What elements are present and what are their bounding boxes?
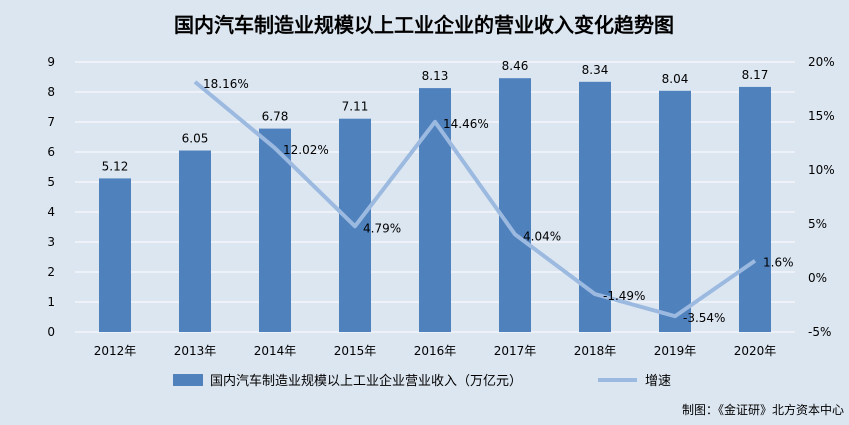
growth-value-label: -1.49% bbox=[603, 289, 645, 303]
left-tick-label: 7 bbox=[47, 115, 55, 129]
x-axis-ticks: 2012年 2013年 2014年 2015年 2016年 2017年 2018年 2019年… bbox=[94, 344, 777, 358]
growth-data-labels: 18.16% 12.02% 4.79% 14.46% 4.04% -1.49% -3.54%… bbox=[203, 77, 794, 325]
bar-value-label: 8.04 bbox=[662, 72, 689, 86]
left-tick-label: 4 bbox=[47, 205, 55, 219]
left-tick-label: 6 bbox=[47, 145, 55, 159]
source-note: 制图：《金证研》北方资本中心 bbox=[682, 402, 844, 417]
growth-value-label: 18.16% bbox=[203, 77, 249, 91]
bar bbox=[579, 81, 611, 332]
bar-value-label: 8.34 bbox=[582, 63, 609, 77]
chart-title: 国内汽车制造业规模以上工业企业的营业收入变化趋势图 bbox=[174, 13, 674, 37]
right-tick-label: -5% bbox=[808, 325, 831, 339]
bar-value-label: 6.78 bbox=[262, 110, 289, 124]
bar-value-label: 6.05 bbox=[182, 132, 209, 146]
bar-data-labels: 5.12 6.05 6.78 7.11 8.13 8.46 8.34 8.04 8.17 bbox=[102, 59, 769, 173]
growth-value-label: 4.04% bbox=[523, 229, 561, 243]
bar bbox=[179, 150, 211, 332]
bar-value-label: 8.46 bbox=[502, 59, 529, 73]
growth-value-label: 1.6% bbox=[763, 256, 794, 270]
bar-value-label: 8.17 bbox=[742, 68, 769, 82]
legend-bar-label: 国内汽车制造业规模以上工业企业营业收入（万亿元） bbox=[210, 373, 522, 389]
left-tick-label: 8 bbox=[47, 85, 55, 99]
bar-value-label: 5.12 bbox=[102, 159, 129, 173]
right-tick-label: 20% bbox=[808, 55, 835, 69]
right-tick-label: 10% bbox=[808, 163, 835, 177]
legend: 国内汽车制造业规模以上工业企业营业收入（万亿元） 增速 bbox=[173, 373, 671, 389]
bar bbox=[499, 78, 531, 332]
x-tick-label: 2015年 bbox=[334, 344, 377, 358]
legend-bar-swatch bbox=[173, 374, 203, 386]
left-tick-label: 3 bbox=[47, 235, 55, 249]
right-tick-label: 5% bbox=[808, 217, 827, 231]
left-tick-label: 0 bbox=[47, 325, 55, 339]
x-tick-label: 2020年 bbox=[734, 344, 777, 358]
right-tick-label: 0% bbox=[808, 271, 827, 285]
left-tick-label: 5 bbox=[47, 175, 55, 189]
growth-value-label: -3.54% bbox=[683, 311, 725, 325]
right-axis-ticks: -5% 0% 5% 10% 15% 20% bbox=[808, 55, 835, 339]
x-tick-label: 2016年 bbox=[414, 344, 457, 358]
x-tick-label: 2018年 bbox=[574, 344, 617, 358]
x-tick-label: 2012年 bbox=[94, 344, 137, 358]
bar bbox=[659, 90, 691, 332]
bar bbox=[419, 88, 451, 332]
left-tick-label: 2 bbox=[47, 265, 55, 279]
growth-value-label: 4.79% bbox=[363, 221, 401, 235]
growth-value-label: 12.02% bbox=[283, 143, 329, 157]
bar bbox=[259, 128, 291, 332]
left-axis-ticks: 0 1 2 3 4 5 6 7 8 9 bbox=[47, 55, 55, 339]
growth-line bbox=[193, 80, 757, 319]
bar-series bbox=[99, 78, 771, 333]
legend-line-label: 增速 bbox=[645, 374, 671, 389]
growth-line-series bbox=[193, 80, 757, 319]
bar bbox=[99, 178, 131, 332]
left-tick-label: 1 bbox=[47, 295, 55, 309]
x-tick-label: 2017年 bbox=[494, 344, 537, 358]
x-tick-label: 2014年 bbox=[254, 344, 297, 358]
bar bbox=[739, 86, 771, 333]
x-tick-label: 2019年 bbox=[654, 344, 697, 358]
right-tick-label: 15% bbox=[808, 109, 835, 123]
bar-value-label: 7.11 bbox=[342, 100, 369, 114]
growth-value-label: 14.46% bbox=[443, 117, 489, 131]
x-tick-label: 2013年 bbox=[174, 344, 217, 358]
left-tick-label: 9 bbox=[47, 55, 55, 69]
bar-value-label: 8.13 bbox=[422, 69, 449, 83]
